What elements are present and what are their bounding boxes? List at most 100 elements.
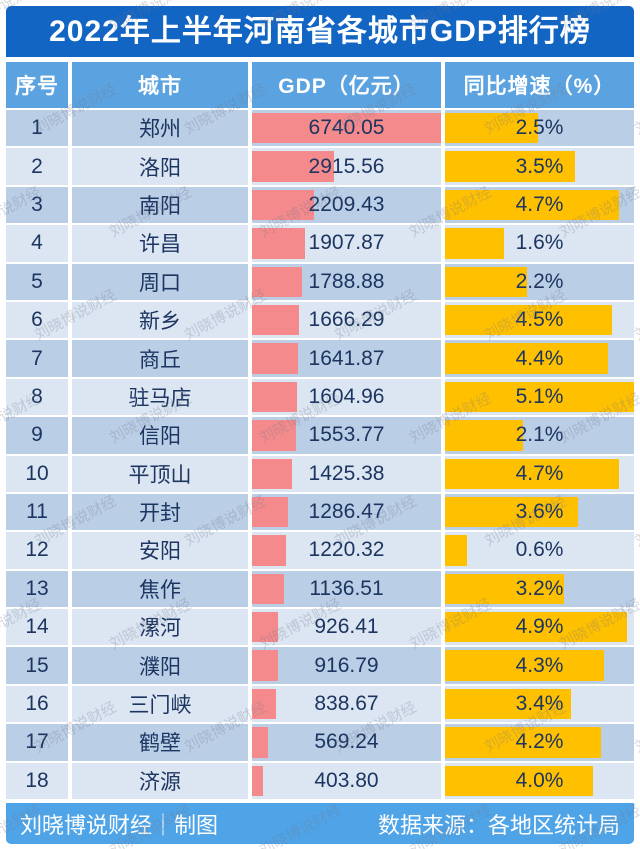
gdp-bar [252, 420, 296, 451]
growth-value: 4.4% [515, 346, 564, 370]
growth-cell: 3.5% [445, 148, 634, 185]
rank-value: 8 [31, 384, 43, 408]
growth-value: 3.6% [515, 500, 564, 524]
rank-value: 16 [25, 692, 49, 716]
rank-cell: 16 [6, 685, 68, 723]
growth-bar [445, 688, 571, 720]
city-name: 周口 [139, 271, 181, 295]
city-cell: 周口 [72, 263, 248, 300]
growth-value: 4.0% [515, 768, 564, 792]
growth-cell: 4.2% [445, 724, 634, 761]
gdp-value: 1286.47 [308, 500, 385, 524]
rank-cell: 5 [6, 263, 68, 300]
gdp-value: 1136.51 [309, 576, 384, 600]
gdp-bar [252, 765, 264, 797]
rank-cell: 11 [6, 493, 68, 531]
city-name: 商丘 [139, 348, 181, 372]
gdp-cell: 6740.05 [252, 110, 441, 147]
rank-value: 12 [25, 538, 49, 562]
gdp-bar [252, 189, 314, 221]
growth-bar [445, 765, 594, 797]
growth-cell: 3.4% [445, 685, 634, 723]
growth-cell: 4.0% [445, 762, 634, 800]
rank-cell: 9 [6, 417, 68, 454]
city-cell: 焦作 [72, 570, 248, 608]
city-cell: 洛阳 [72, 148, 248, 185]
column-header-rank: 序号 [6, 62, 68, 108]
growth-cell: 4.7% [445, 186, 634, 224]
city-name: 新乡 [139, 310, 181, 334]
column-header-gdp: GDP（亿元） [252, 62, 441, 108]
gdp-bar [252, 458, 292, 489]
city-name: 驻马店 [128, 386, 192, 410]
growth-bar [445, 189, 620, 221]
gdp-cell: 2209.43 [252, 186, 441, 224]
gdp-bar [252, 151, 334, 182]
city-name: 郑州 [139, 118, 181, 142]
gdp-value: 1425.38 [308, 461, 385, 485]
city-name: 安阳 [139, 540, 181, 564]
rank-value: 13 [25, 576, 49, 600]
footer-bar: 刘晓博说财经｜制图 数据来源：各地区统计局 [6, 803, 634, 845]
rank-cell: 18 [6, 762, 68, 800]
gdp-value: 926.41 [314, 615, 379, 639]
growth-cell: 4.7% [445, 455, 634, 492]
city-cell: 许昌 [72, 225, 248, 262]
growth-cell: 4.3% [445, 647, 634, 684]
gdp-bar [252, 535, 287, 566]
city-cell: 濮阳 [72, 647, 248, 684]
footer-credit: 刘晓博说财经｜制图 [20, 812, 219, 838]
rank-cell: 15 [6, 647, 68, 684]
rank-cell: 8 [6, 378, 68, 416]
rank-value: 14 [25, 615, 49, 639]
city-cell: 鹤壁 [72, 724, 248, 761]
city-cell: 三门峡 [72, 685, 248, 723]
growth-cell: 5.1% [445, 378, 634, 416]
gdp-bar [252, 266, 303, 297]
growth-value: 2.2% [515, 269, 564, 293]
gdp-bar [252, 304, 299, 336]
rank-cell: 4 [6, 225, 68, 262]
rank-value: 3 [31, 192, 43, 216]
city-name: 濮阳 [139, 655, 181, 679]
growth-cell: 0.6% [445, 532, 634, 569]
growth-bar [445, 266, 527, 297]
gdp-bar [252, 573, 284, 605]
growth-value: 5.1% [515, 384, 564, 408]
city-cell: 郑州 [72, 110, 248, 147]
city-name: 开封 [139, 502, 181, 526]
growth-cell: 2.5% [445, 110, 634, 147]
city-cell: 商丘 [72, 340, 248, 377]
rank-value: 17 [25, 730, 49, 754]
rank-cell: 14 [6, 609, 68, 646]
gdp-bar [252, 113, 441, 144]
gdp-bar [252, 228, 306, 259]
rank-cell: 10 [6, 455, 68, 492]
growth-value: 3.2% [515, 576, 564, 600]
city-cell: 济源 [72, 762, 248, 800]
gdp-cell: 1425.38 [252, 455, 441, 492]
gdp-value: 1553.77 [308, 423, 385, 447]
gdp-value: 1666.29 [308, 308, 385, 332]
city-name: 平顶山 [128, 463, 192, 487]
gdp-bar [252, 727, 268, 758]
rank-value: 10 [25, 461, 49, 485]
growth-cell: 4.9% [445, 609, 634, 646]
gdp-bar [252, 381, 297, 413]
table-body: 1 郑州 6740.05 2.5% 2 洛阳 2915.56 3.5% 3 南阳 2209.43 4.… [6, 110, 634, 800]
gdp-cell: 1788.88 [252, 263, 441, 300]
gdp-value: 2915.56 [308, 154, 385, 178]
gdp-bar [252, 496, 289, 528]
growth-value: 2.1% [515, 423, 564, 447]
city-cell: 信阳 [72, 417, 248, 454]
gdp-value: 1907.87 [308, 231, 385, 255]
city-cell: 新乡 [72, 301, 248, 339]
gdp-value: 916.79 [314, 653, 379, 677]
rank-value: 15 [25, 653, 49, 677]
growth-value: 3.5% [515, 154, 564, 178]
rank-cell: 17 [6, 724, 68, 761]
gdp-cell: 1604.96 [252, 378, 441, 416]
gdp-value: 2209.43 [308, 192, 385, 216]
rank-value: 11 [26, 500, 48, 524]
